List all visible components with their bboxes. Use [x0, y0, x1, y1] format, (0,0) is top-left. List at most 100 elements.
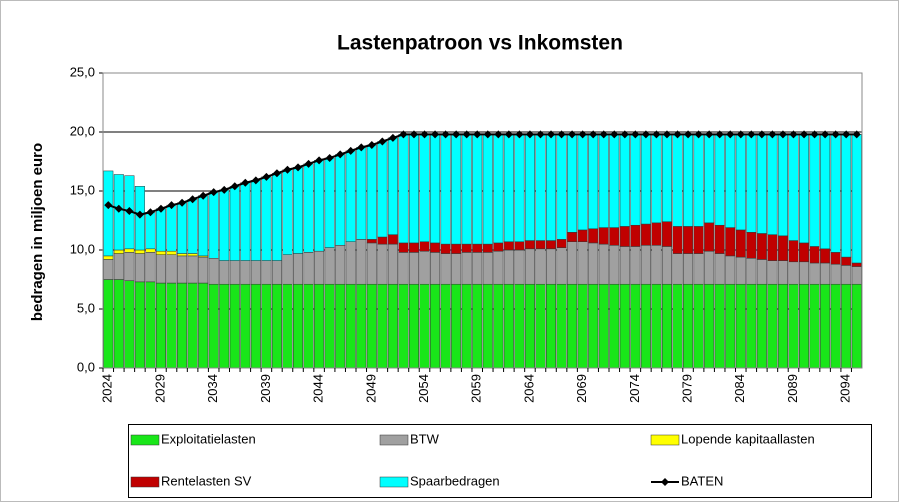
bar-segment: [271, 173, 282, 261]
bar-segment: [725, 227, 736, 257]
bar-segment: [693, 283, 704, 369]
bar-segment: [493, 242, 504, 252]
bar-segment: [640, 134, 651, 225]
line-marker: [652, 130, 661, 139]
bar-segment: [577, 134, 588, 231]
line-marker: [431, 130, 440, 139]
bar-segment: [746, 283, 757, 369]
bar-segment: [177, 253, 188, 257]
x-tick-label: 2079: [680, 374, 695, 403]
bar-segment: [524, 283, 535, 369]
bar-segment: [387, 234, 398, 245]
bar-segment: [166, 250, 177, 255]
bar-segment: [271, 283, 282, 369]
bar-segment: [567, 134, 578, 233]
line-marker: [220, 185, 229, 194]
legend: [128, 424, 872, 498]
line-marker: [715, 130, 724, 139]
bar-segment: [661, 246, 672, 285]
bar-segment: [198, 256, 209, 284]
bar-segment: [303, 283, 314, 369]
line-marker: [209, 188, 218, 197]
line-marker: [810, 130, 819, 139]
bar-segment: [187, 282, 198, 369]
bar-segment: [493, 134, 504, 244]
bar-segment: [841, 265, 852, 285]
bar-segment: [103, 279, 114, 369]
bar-segment: [704, 134, 715, 224]
bar-segment: [451, 253, 462, 285]
bar-segment: [567, 283, 578, 369]
bar-segment: [746, 232, 757, 259]
line-marker: [167, 201, 176, 210]
bar-segment: [661, 221, 672, 247]
x-tick-label: 2064: [521, 374, 536, 403]
line-marker: [684, 130, 693, 139]
bar-segment: [324, 157, 335, 248]
bar-segment: [630, 224, 641, 247]
bar-segment: [261, 283, 272, 369]
line-marker: [462, 130, 471, 139]
x-tick-label: 2074: [627, 374, 642, 403]
bar-segment: [398, 252, 409, 285]
bar-segment: [430, 134, 441, 244]
line-marker: [568, 130, 577, 139]
bar-segment: [588, 228, 599, 244]
bar-segment: [683, 283, 694, 369]
bar-segment: [640, 283, 651, 369]
line-marker: [757, 130, 766, 139]
bar-segment: [799, 134, 810, 244]
bar-segment: [461, 134, 472, 245]
bar-segment: [535, 240, 546, 250]
bar-segment: [166, 204, 177, 252]
bar-segment: [503, 134, 514, 242]
line-marker: [251, 176, 260, 185]
bar-segment: [250, 260, 261, 285]
bar-segment: [609, 245, 620, 285]
bar-segment: [145, 211, 156, 250]
bar-segment: [377, 283, 388, 369]
bar-segment: [408, 283, 420, 369]
bar-segment: [430, 252, 441, 285]
bar-segment: [830, 134, 841, 253]
bar-segment: [725, 283, 736, 369]
line-marker: [188, 195, 197, 204]
bar-segment: [524, 248, 535, 285]
bar-segment: [282, 283, 293, 369]
bar-segment: [619, 226, 630, 247]
bar-segment: [398, 283, 409, 369]
bar-segment: [493, 283, 504, 369]
bar-segment: [461, 283, 472, 369]
bar-segment: [630, 246, 641, 285]
bar-segment: [387, 283, 398, 369]
bar-segment: [472, 252, 483, 285]
x-tick-label: 2029: [152, 374, 167, 403]
x-tick-label: 2059: [469, 374, 484, 403]
x-tick-label: 2089: [785, 374, 800, 403]
bar-segment: [841, 134, 852, 258]
bar-segment: [651, 283, 662, 369]
bar-segment: [535, 283, 546, 369]
bar-segment: [229, 186, 240, 261]
bar-segment: [198, 195, 209, 257]
bar-segment: [714, 283, 725, 369]
line-marker: [315, 156, 324, 165]
bar-segment: [546, 283, 557, 369]
bar-segment: [366, 239, 377, 244]
bar-segment: [240, 260, 251, 285]
chart-title: Lastenpatroon vs Inkomsten: [337, 32, 623, 55]
bar-segment: [440, 283, 451, 369]
bar-segment: [725, 134, 736, 228]
line-marker: [399, 130, 408, 139]
line-marker: [631, 130, 640, 139]
bar-segment: [767, 134, 778, 235]
bar-segment: [577, 283, 588, 369]
bar-segment: [830, 263, 841, 285]
bar-segment: [229, 283, 240, 369]
line-marker: [346, 146, 355, 155]
bar-segment: [640, 245, 651, 285]
line-marker: [230, 182, 239, 191]
bar-segment: [851, 266, 862, 285]
line-marker: [420, 130, 429, 139]
